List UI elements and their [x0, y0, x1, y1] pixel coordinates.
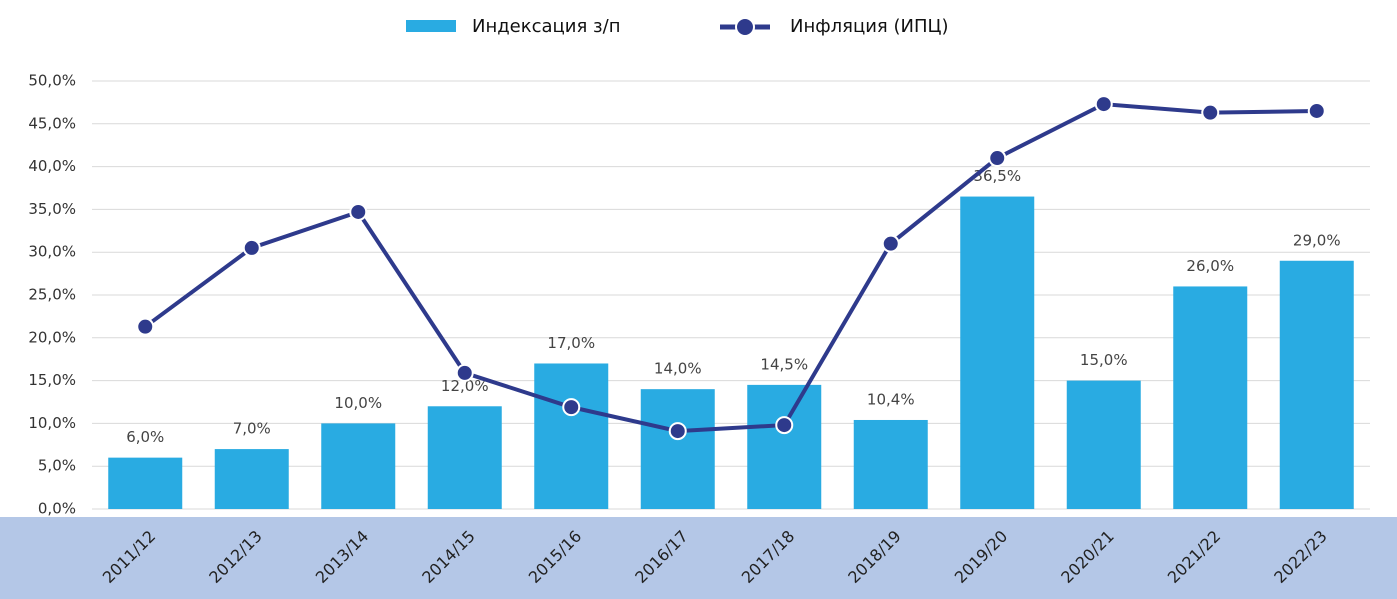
y-tick-label: 5,0% [38, 457, 76, 475]
y-tick-label: 45,0% [28, 114, 76, 132]
line-marker [1201, 103, 1220, 122]
bar [1066, 380, 1141, 509]
line-marker [668, 422, 687, 441]
value-label: 10,0% [334, 394, 382, 412]
category-band [0, 517, 1397, 599]
legend-label: Инфляция (ИПЦ) [790, 16, 948, 37]
value-label: 14,0% [654, 360, 702, 378]
line-marker [562, 398, 581, 417]
value-label: 17,0% [547, 334, 595, 352]
y-tick-label: 40,0% [28, 157, 76, 175]
line-marker [1307, 101, 1326, 120]
legend-label: Индексация з/п [472, 16, 620, 37]
y-tick-label: 0,0% [38, 500, 76, 518]
value-label: 10,4% [867, 390, 915, 408]
value-label: 29,0% [1293, 231, 1341, 249]
y-tick-label: 25,0% [28, 286, 76, 304]
value-label: 6,0% [126, 428, 164, 446]
bar [534, 363, 609, 509]
value-label: 14,5% [760, 355, 808, 373]
line-marker [988, 149, 1007, 168]
value-label: 15,0% [1080, 351, 1128, 369]
line-marker [1094, 95, 1113, 114]
line-marker [242, 238, 261, 257]
bar [214, 449, 289, 509]
line-marker [775, 416, 794, 435]
y-tick-label: 30,0% [28, 243, 76, 261]
line-marker [136, 317, 155, 336]
line-marker [349, 202, 368, 221]
value-label: 7,0% [233, 420, 271, 438]
bar [108, 457, 183, 509]
y-tick-label: 15,0% [28, 371, 76, 389]
value-label: 36,5% [973, 167, 1021, 185]
y-tick-label: 10,0% [28, 414, 76, 432]
bar [747, 384, 822, 509]
value-label: 26,0% [1186, 257, 1234, 275]
y-tick-label: 50,0% [28, 72, 76, 90]
y-tick-label: 35,0% [28, 200, 76, 218]
bar [853, 419, 928, 509]
bar [960, 196, 1035, 509]
bar [640, 389, 715, 509]
value-label: 12,0% [441, 377, 489, 395]
bar [1173, 286, 1248, 509]
bar [427, 406, 502, 509]
bar [1279, 260, 1354, 509]
y-tick-label: 20,0% [28, 328, 76, 346]
legend-swatch [406, 20, 456, 32]
line [144, 102, 1317, 434]
legend-swatch [735, 17, 755, 37]
line-marker [455, 363, 474, 382]
line-marker [881, 234, 900, 253]
bar [321, 423, 396, 509]
